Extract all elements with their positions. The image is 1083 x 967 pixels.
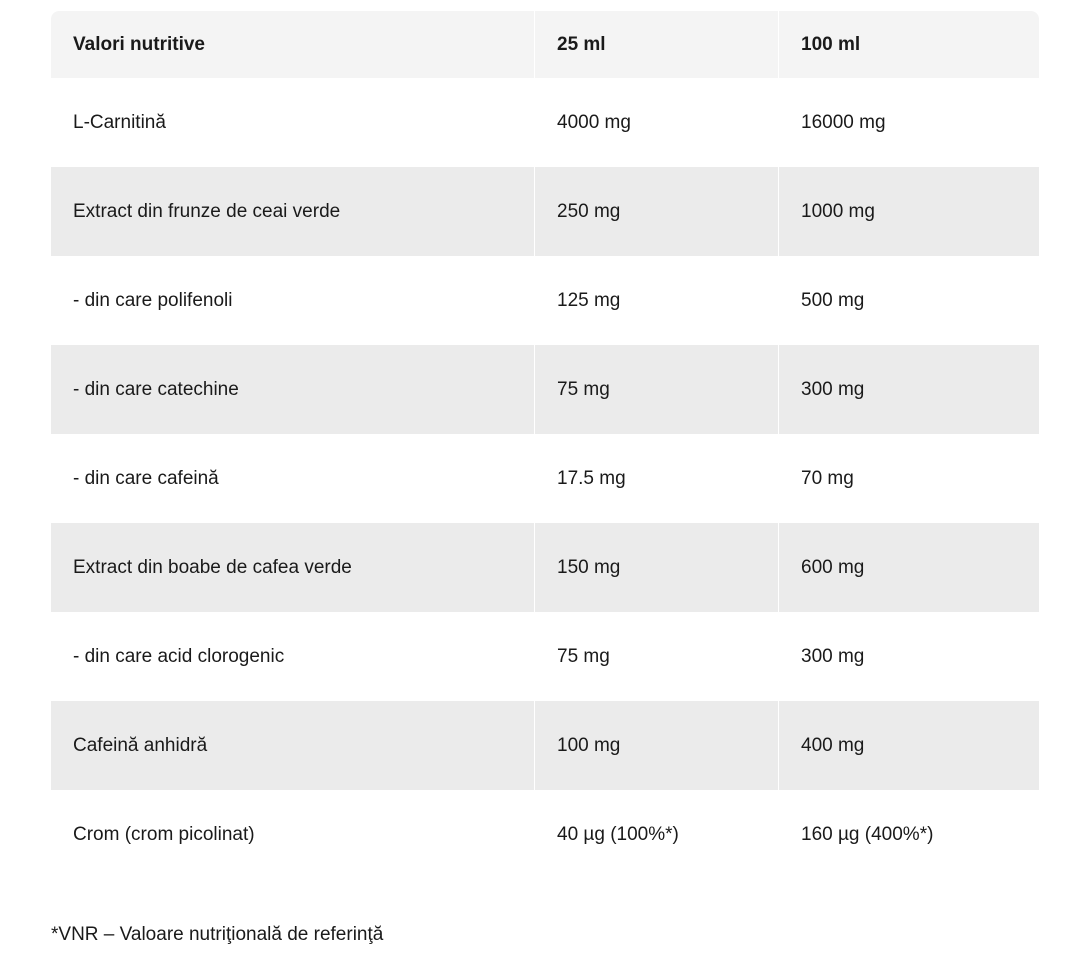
cell-25ml: 17.5 mg [534, 434, 778, 523]
table-row: Extract din frunze de ceai verde 250 mg 10… [51, 167, 1039, 256]
table-header-row: Valori nutritive 25 ml 100 ml [51, 11, 1039, 78]
header-25ml: 25 ml [534, 11, 778, 78]
cell-100ml: 400 mg [778, 701, 1039, 790]
cell-25ml: 40 µg (100%*) [534, 790, 778, 879]
header-100ml: 100 ml [778, 11, 1039, 78]
cell-100ml: 70 mg [778, 434, 1039, 523]
cell-100ml: 300 mg [778, 612, 1039, 701]
cell-nutrient: - din care acid clorogenic [73, 645, 285, 667]
cell-100ml: 16000 mg [778, 78, 1039, 167]
cell-100ml: 600 mg [778, 523, 1039, 612]
table-row: - din care cafeină 17.5 mg 70 mg [51, 434, 1039, 523]
cell-100ml: 300 mg [778, 345, 1039, 434]
cell-25ml: 100 mg [534, 701, 778, 790]
cell-nutrient: Cafeină anhidră [51, 701, 534, 790]
cell-nutrient: Extract din frunze de ceai verde [51, 167, 534, 256]
cell-nutrient: Crom (crom picolinat) [73, 823, 255, 845]
cell-25ml: 250 mg [534, 167, 778, 256]
table-row: L-Carnitină 4000 mg 16000 mg [51, 78, 1039, 167]
table-row: Cafeină anhidră 100 mg 400 mg [51, 701, 1039, 790]
table-row: - din care acid clorogenic 75 mg 300 mg [51, 612, 1039, 701]
cell-100ml: 160 µg (400%*) [778, 790, 1039, 879]
cell-nutrient: - din care catechine [51, 345, 534, 434]
cell-nutrient: L-Carnitină [73, 111, 166, 133]
cell-25ml: 75 mg [534, 345, 778, 434]
table-row: - din care catechine 75 mg 300 mg [51, 345, 1039, 434]
cell-100ml: 500 mg [778, 256, 1039, 345]
cell-25ml: 150 mg [534, 523, 778, 612]
table-row: Extract din boabe de cafea verde 150 mg 60… [51, 523, 1039, 612]
table-row: Crom (crom picolinat) 40 µg (100%*) 160 µg… [51, 790, 1039, 879]
cell-100ml: 1000 mg [778, 167, 1039, 256]
nutrition-table: Valori nutritive 25 ml 100 ml L-Carnitin… [51, 11, 1039, 879]
footnote: *VNR – Valoare nutriţională de referinţă [51, 924, 384, 945]
table-row: - din care polifenoli 125 mg 500 mg [51, 256, 1039, 345]
cell-25ml: 125 mg [534, 256, 778, 345]
cell-25ml: 75 mg [534, 612, 778, 701]
header-nutrient: Valori nutritive [51, 11, 534, 78]
cell-nutrient: - din care polifenoli [73, 289, 233, 311]
cell-nutrient: Extract din boabe de cafea verde [51, 523, 534, 612]
cell-25ml: 4000 mg [534, 78, 778, 167]
cell-nutrient: - din care cafeină [73, 467, 219, 489]
